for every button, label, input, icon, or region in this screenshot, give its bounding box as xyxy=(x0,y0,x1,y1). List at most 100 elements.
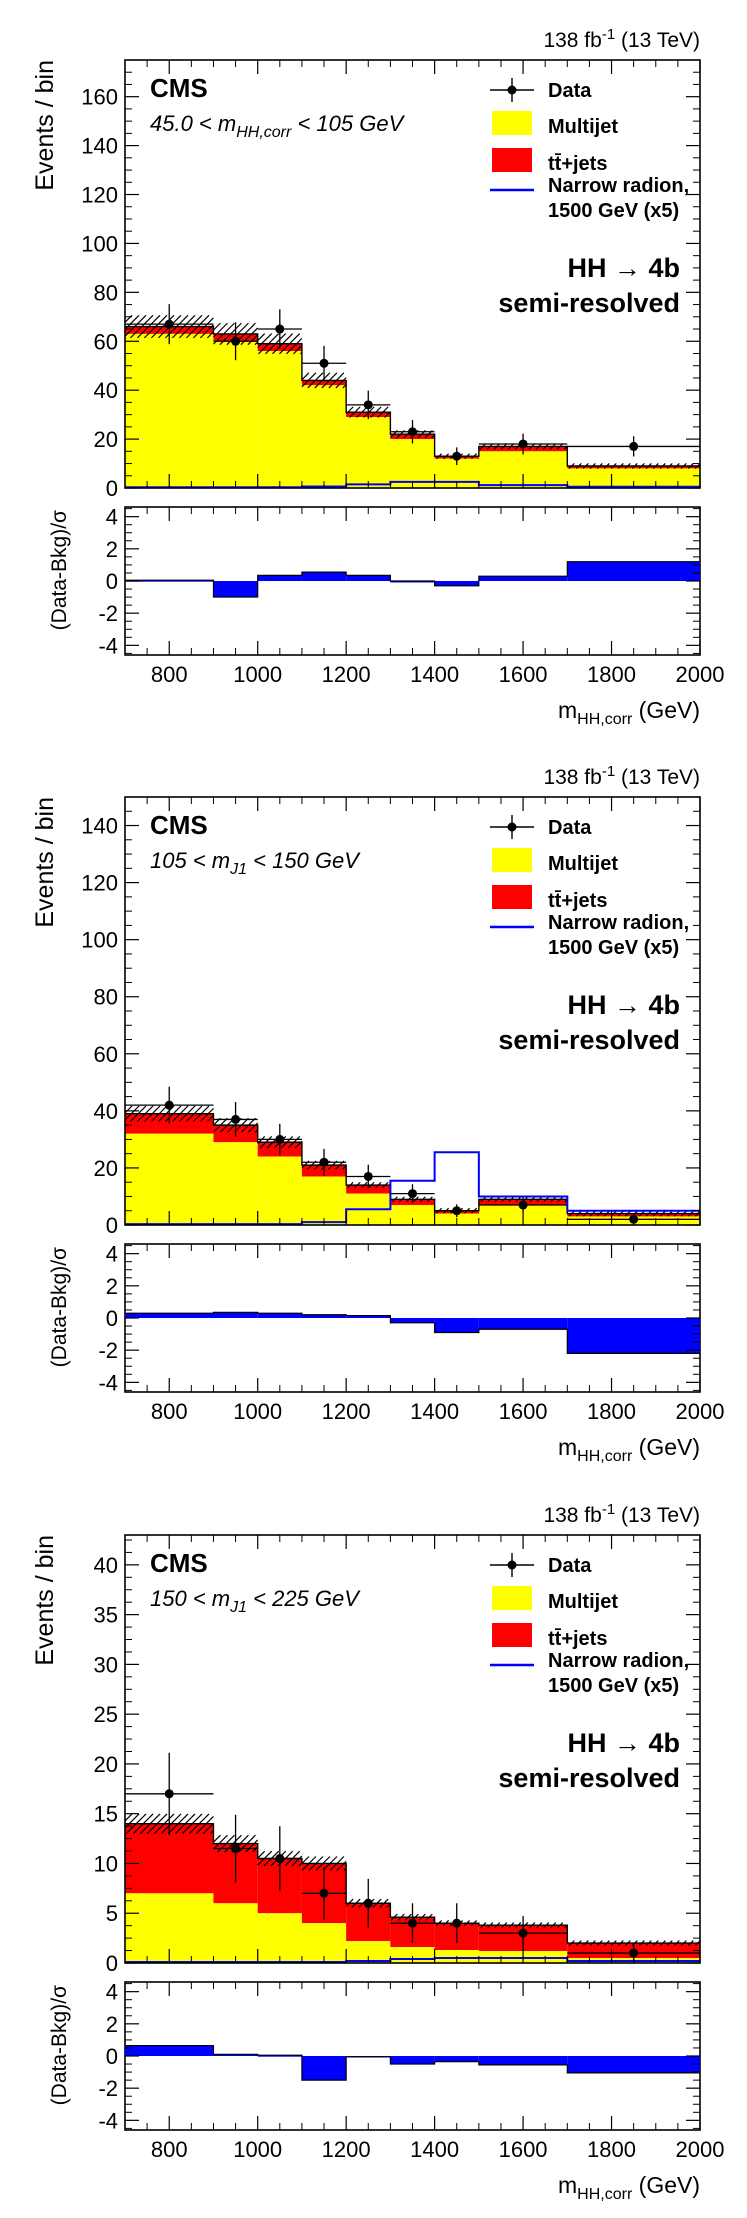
data-marker xyxy=(452,1206,462,1216)
data-marker xyxy=(319,358,329,368)
hatch-line xyxy=(203,1823,214,1834)
ratio-plot-area xyxy=(125,1311,700,1354)
x-tick-label: 1600 xyxy=(499,1399,548,1424)
ratio-bar xyxy=(390,1318,435,1323)
legend-multijet-swatch xyxy=(492,1586,532,1610)
multijet-bar xyxy=(301,385,347,488)
ratio-bar xyxy=(478,2056,568,2065)
data-point xyxy=(213,1814,258,1883)
x-tick-label: 800 xyxy=(151,1399,188,1424)
ratio-tick-label: -2 xyxy=(98,1338,118,1363)
y-tick-label: 120 xyxy=(81,183,118,208)
hatch-line xyxy=(293,344,303,355)
hatch-line xyxy=(291,1855,303,1867)
legend-multijet-swatch xyxy=(492,848,532,872)
x-tick-label: 1400 xyxy=(410,2137,459,2162)
y-tick-label: 0 xyxy=(106,1951,118,1976)
y-tick-label: 160 xyxy=(81,85,118,110)
legend-data-marker xyxy=(507,85,517,95)
hatch-line xyxy=(301,372,310,381)
selection-label: 105 < mJ1 < 150 GeV xyxy=(150,848,361,878)
hatch-line xyxy=(257,333,273,349)
x-tick-label: 1800 xyxy=(587,662,636,687)
data-point xyxy=(346,390,391,420)
ratio-tick-label: 2 xyxy=(106,2012,118,2037)
data-marker xyxy=(363,400,373,410)
data-marker xyxy=(408,427,417,437)
upper-plot-area xyxy=(125,304,700,488)
ratio-bar xyxy=(434,2056,479,2062)
y-tick-label: 20 xyxy=(94,427,118,452)
process-label: HH → 4b xyxy=(567,253,680,283)
multijet-bar xyxy=(390,439,435,488)
x-tick-label: 1200 xyxy=(322,2137,371,2162)
y-tick-label: 5 xyxy=(106,1901,118,1926)
hatch-line xyxy=(257,1850,266,1859)
energy-label: (13 TeV) xyxy=(615,766,700,789)
category-label: semi-resolved xyxy=(498,288,680,318)
multijet-bar xyxy=(125,333,214,488)
ratio-bar xyxy=(213,1312,258,1318)
multijet-bar xyxy=(346,1941,391,1963)
ratio-bar xyxy=(301,572,347,581)
data-point xyxy=(301,1148,347,1176)
selection-sub: J1 xyxy=(229,1599,247,1616)
cms-label: CMS xyxy=(150,1548,208,1578)
lumi-unit-sup: -1 xyxy=(602,26,615,43)
ttbar-bar xyxy=(301,380,347,386)
hatch-line xyxy=(196,1816,214,1834)
x-axis-title-unit: (GeV) xyxy=(632,2172,700,2198)
data-marker xyxy=(408,1918,417,1928)
data-marker xyxy=(231,1114,241,1124)
x-tick-label: 1200 xyxy=(322,1399,371,1424)
hatch-line xyxy=(125,1105,140,1121)
hatch-line xyxy=(125,1813,133,1822)
x-axis-title: mHH,corr (GeV) xyxy=(558,697,700,728)
y-tick-label: 140 xyxy=(81,814,118,839)
ratio-bar xyxy=(434,1318,479,1333)
upper-plot-area xyxy=(125,1086,700,1225)
data-marker xyxy=(363,1171,373,1181)
ratio-bar xyxy=(257,575,302,581)
ratio-tick-label: 2 xyxy=(106,1274,118,1299)
legend-signal-label-2: 1500 GeV (x5) xyxy=(548,200,679,222)
x-tick-label: 2000 xyxy=(676,1399,725,1424)
data-point xyxy=(390,1903,435,1944)
process-label: HH → 4b xyxy=(567,990,680,1020)
x-tick-label: 2000 xyxy=(676,2137,725,2162)
ratio-tick-label: 0 xyxy=(106,2044,118,2069)
multijet-bar xyxy=(213,341,258,488)
data-point xyxy=(346,1164,391,1189)
ratio-bar xyxy=(390,581,435,583)
y-tick-label: 20 xyxy=(94,1156,118,1181)
data-marker xyxy=(629,1948,639,1958)
legend-ttbar-label: tt̄+jets xyxy=(548,153,607,175)
x-axis-title-unit: (GeV) xyxy=(632,1434,700,1460)
lumi-label: 138 fb-1 (13 TeV) xyxy=(543,26,700,52)
ratio-bar xyxy=(567,2056,700,2073)
legend-multijet-label: Multijet xyxy=(548,116,618,138)
data-point xyxy=(434,1204,479,1218)
data-point xyxy=(213,322,258,361)
data-point xyxy=(567,436,700,457)
x-axis-title-m: m xyxy=(558,1434,577,1460)
hatch-line xyxy=(213,322,228,338)
ratio-bar xyxy=(567,1318,700,1354)
data-point xyxy=(257,1826,302,1891)
data-marker xyxy=(629,441,639,451)
x-axis-title: mHH,corr (GeV) xyxy=(558,2172,700,2203)
x-axis-title-unit: (GeV) xyxy=(632,697,700,723)
ratio-bar xyxy=(301,1314,347,1318)
data-marker xyxy=(275,1853,285,1863)
selection-label: 150 < mJ1 < 225 GeV xyxy=(150,1586,361,1616)
x-axis-title-m: m xyxy=(558,697,577,723)
lumi-label: 138 fb-1 (13 TeV) xyxy=(543,1501,700,1527)
selection-text: 105 < m xyxy=(150,848,230,873)
data-marker xyxy=(518,1200,528,1210)
y-tick-label: 10 xyxy=(94,1851,118,1876)
x-tick-label: 1600 xyxy=(499,2137,548,2162)
y-tick-label: 0 xyxy=(106,1213,118,1238)
hatch-line xyxy=(213,1834,221,1843)
